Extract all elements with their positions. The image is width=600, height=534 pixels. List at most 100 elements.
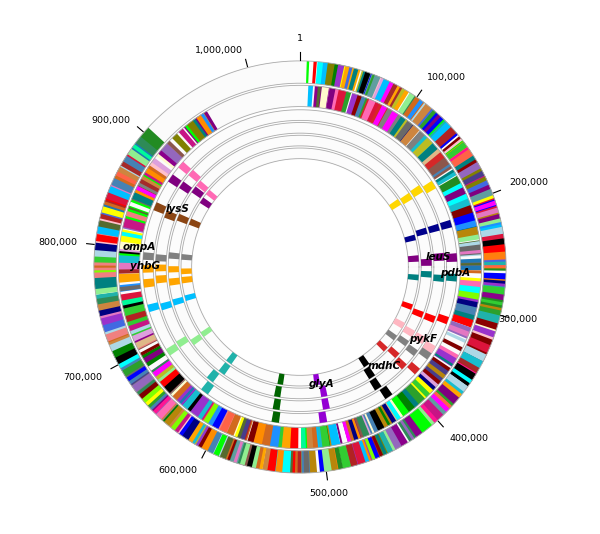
Polygon shape [124, 362, 149, 384]
Polygon shape [213, 434, 230, 458]
Text: 1: 1 [297, 34, 303, 43]
Polygon shape [470, 325, 496, 346]
Polygon shape [143, 110, 457, 424]
Polygon shape [210, 433, 229, 457]
Polygon shape [412, 406, 434, 431]
Polygon shape [340, 66, 361, 91]
Polygon shape [161, 143, 182, 164]
Polygon shape [451, 149, 478, 175]
Polygon shape [193, 112, 217, 138]
Polygon shape [460, 250, 481, 255]
Polygon shape [198, 400, 214, 420]
Polygon shape [121, 292, 142, 301]
Polygon shape [133, 331, 157, 350]
Polygon shape [301, 450, 317, 473]
Polygon shape [388, 347, 400, 358]
Polygon shape [362, 412, 378, 435]
Polygon shape [446, 273, 457, 281]
Polygon shape [171, 380, 191, 400]
Polygon shape [365, 435, 384, 460]
Polygon shape [331, 89, 349, 113]
Polygon shape [483, 278, 506, 282]
Polygon shape [340, 66, 356, 90]
Polygon shape [462, 344, 487, 364]
Polygon shape [341, 91, 351, 113]
Polygon shape [403, 97, 427, 122]
Polygon shape [367, 409, 385, 432]
Polygon shape [307, 85, 313, 107]
Polygon shape [118, 158, 144, 182]
Polygon shape [103, 320, 128, 342]
Polygon shape [257, 447, 266, 470]
Polygon shape [457, 226, 479, 239]
Polygon shape [403, 383, 425, 406]
Polygon shape [395, 121, 415, 143]
Polygon shape [481, 286, 505, 303]
Polygon shape [119, 355, 147, 381]
Polygon shape [270, 425, 284, 447]
Polygon shape [347, 419, 358, 441]
Polygon shape [158, 400, 183, 426]
Polygon shape [94, 247, 117, 263]
Polygon shape [186, 420, 208, 445]
Polygon shape [428, 119, 449, 140]
Polygon shape [112, 343, 138, 364]
Polygon shape [343, 420, 355, 442]
Polygon shape [320, 62, 335, 86]
Polygon shape [119, 248, 140, 255]
Polygon shape [424, 152, 447, 172]
Polygon shape [242, 444, 264, 469]
Polygon shape [460, 277, 481, 283]
Polygon shape [143, 386, 171, 414]
Polygon shape [446, 332, 466, 343]
Polygon shape [206, 404, 228, 429]
Polygon shape [123, 214, 146, 232]
Polygon shape [367, 75, 390, 102]
Polygon shape [394, 90, 409, 111]
Polygon shape [132, 328, 157, 349]
Polygon shape [190, 334, 203, 345]
Polygon shape [118, 261, 140, 274]
Polygon shape [480, 224, 503, 237]
Polygon shape [452, 368, 472, 383]
Polygon shape [455, 296, 479, 311]
Polygon shape [215, 434, 235, 460]
Polygon shape [385, 329, 397, 340]
Polygon shape [168, 175, 181, 187]
Polygon shape [126, 313, 151, 335]
Polygon shape [114, 347, 140, 368]
Polygon shape [484, 262, 506, 265]
Polygon shape [405, 412, 427, 436]
Polygon shape [355, 70, 371, 95]
Polygon shape [313, 86, 329, 109]
Polygon shape [422, 113, 443, 135]
Polygon shape [465, 176, 489, 194]
Polygon shape [451, 205, 475, 224]
Polygon shape [119, 356, 145, 378]
Polygon shape [143, 387, 168, 410]
Polygon shape [457, 351, 483, 375]
Polygon shape [463, 171, 487, 189]
Polygon shape [161, 371, 185, 394]
Text: 700,000: 700,000 [64, 373, 103, 382]
Polygon shape [181, 148, 419, 386]
Polygon shape [184, 121, 204, 144]
Polygon shape [367, 102, 381, 123]
Polygon shape [359, 98, 374, 121]
Polygon shape [104, 324, 129, 343]
Polygon shape [383, 430, 395, 451]
Polygon shape [128, 142, 154, 167]
Polygon shape [274, 386, 282, 397]
Text: 300,000: 300,000 [499, 315, 538, 324]
Polygon shape [442, 379, 464, 398]
Polygon shape [151, 359, 172, 377]
Polygon shape [453, 213, 478, 232]
Polygon shape [164, 210, 177, 221]
Polygon shape [143, 278, 155, 288]
Polygon shape [345, 443, 358, 467]
Polygon shape [155, 363, 176, 382]
Polygon shape [133, 329, 154, 343]
Polygon shape [230, 440, 244, 464]
Polygon shape [455, 220, 477, 231]
Polygon shape [362, 436, 380, 461]
